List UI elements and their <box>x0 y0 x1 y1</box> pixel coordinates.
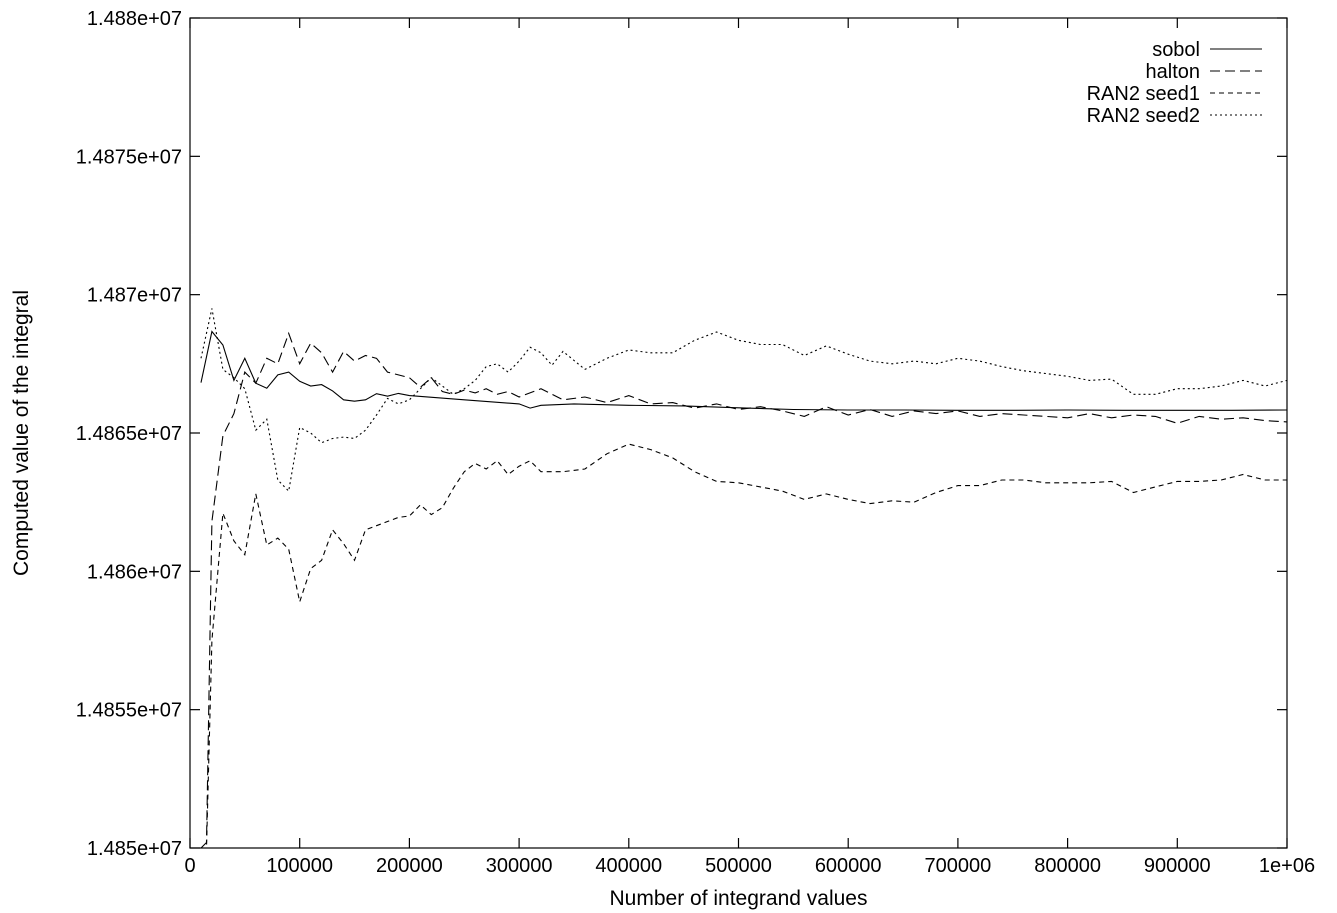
legend-label: RAN2 seed2 <box>1087 105 1200 127</box>
x-tick-label: 700000 <box>925 855 992 877</box>
legend-label: halton <box>1146 61 1201 83</box>
x-tick-label: 800000 <box>1034 855 1101 877</box>
x-tick-label: 600000 <box>815 855 882 877</box>
x-tick-label: 300000 <box>486 855 553 877</box>
y-axis-ticks: 1.485e+07 1.4855e+07 1.486e+07 1.4865e+07 1.… <box>76 8 1287 860</box>
y-tick-label: 1.4875e+07 <box>76 146 182 168</box>
x-axis-ticks: 0 100000 200000 300000 400000 500000 600000 700… <box>184 18 1315 877</box>
plot-frame <box>189 17 1288 849</box>
x-tick-label: 100000 <box>266 855 333 877</box>
y-tick-label: 1.488e+07 <box>87 8 182 30</box>
x-tick-label: 200000 <box>376 855 443 877</box>
x-tick-label: 0 <box>184 855 195 877</box>
y-tick-label: 1.4865e+07 <box>76 423 182 445</box>
y-tick-label: 1.486e+07 <box>87 561 182 583</box>
series-line-ran2-seed2 <box>200 308 1288 493</box>
y-tick-label: 1.487e+07 <box>87 285 182 307</box>
legend-label: sobol <box>1152 39 1200 61</box>
x-tick-label: 500000 <box>705 855 772 877</box>
series-line-halton <box>200 331 1288 849</box>
series-line-sobol <box>200 330 1288 411</box>
legend-label: RAN2 seed1 <box>1087 83 1200 105</box>
y-tick-label: 1.4855e+07 <box>76 700 182 722</box>
y-tick-label: 1.485e+07 <box>87 838 182 860</box>
x-axis-label: Number of integrand values <box>610 887 868 910</box>
y-axis-label: Computed value of the integral <box>10 290 33 576</box>
x-tick-label: 1e+06 <box>1259 855 1315 877</box>
plot-series <box>200 308 1288 849</box>
series-line-ran2-seed1 <box>201 443 1287 849</box>
x-tick-label: 900000 <box>1144 855 1211 877</box>
x-tick-label: 400000 <box>595 855 662 877</box>
